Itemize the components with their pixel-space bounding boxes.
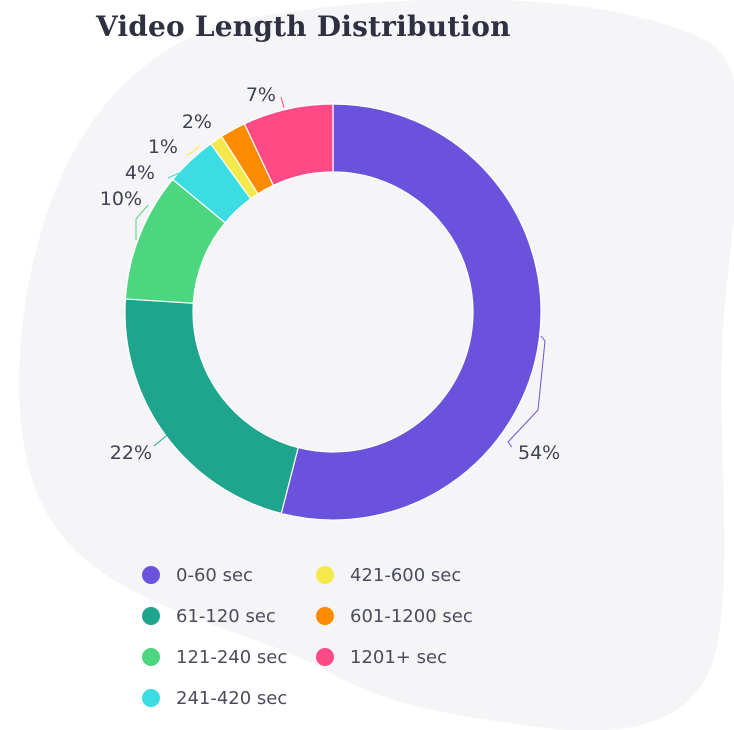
legend-swatch-61-120-sec (142, 607, 160, 625)
data-label-601-1200-sec: 2% (182, 111, 212, 133)
leader-line-0-60-sec (507, 335, 546, 448)
legend-label-61-120-sec: 61-120 sec (176, 605, 276, 627)
data-label-121-240-sec: 10% (100, 188, 142, 210)
legend-swatch-241-420-sec (142, 689, 160, 707)
legend-swatch-1201-plus-sec (316, 648, 334, 666)
data-label-421-600-sec: 1% (148, 136, 178, 158)
legend-label-0-60-sec: 0-60 sec (176, 564, 253, 586)
legend-swatch-121-240-sec (142, 648, 160, 666)
leader-line-1201-plus-sec (280, 96, 285, 109)
legend-swatch-0-60-sec (142, 566, 160, 584)
data-label-0-60-sec: 54% (518, 442, 560, 464)
legend-label-121-240-sec: 121-240 sec (176, 646, 288, 668)
slice-0-60-sec[interactable] (280, 103, 542, 521)
slice-61-120-sec[interactable] (124, 298, 299, 515)
leader-line-241-420-sec (167, 172, 180, 179)
legend-item-601-1200-sec[interactable]: 601-1200 sec (316, 602, 506, 630)
data-label-1201-plus-sec: 7% (246, 84, 276, 106)
legend-label-601-1200-sec: 601-1200 sec (350, 605, 473, 627)
legend-item-1201-plus-sec[interactable]: 1201+ sec (316, 643, 506, 671)
legend-item-61-120-sec[interactable]: 61-120 sec (142, 602, 316, 630)
leader-line-61-120-sec (153, 431, 172, 447)
legend-item-121-240-sec[interactable]: 121-240 sec (142, 643, 316, 671)
chart-title: Video Length Distribution (96, 10, 511, 43)
donut-chart: 54% 22% 10% 4% 1%2% 7% (100, 84, 560, 521)
legend-label-421-600-sec: 421-600 sec (350, 564, 462, 586)
legend-label-241-420-sec: 241-420 sec (176, 687, 288, 709)
legend-item-0-60-sec[interactable]: 0-60 sec (142, 561, 316, 589)
legend-item-241-420-sec[interactable]: 241-420 sec (142, 684, 316, 712)
leader-line-121-240-sec (135, 204, 149, 240)
data-label-241-420-sec: 4% (125, 162, 155, 184)
data-label-61-120-sec: 22% (110, 442, 152, 464)
legend-swatch-421-600-sec (316, 566, 334, 584)
leader-line-421-600-sec (185, 144, 201, 156)
slice-1201-plus-sec[interactable] (243, 103, 334, 187)
legend-item-421-600-sec[interactable]: 421-600 sec (316, 561, 506, 589)
leader-line-601-1200-sec (239, 127, 250, 137)
legend-label-1201-plus-sec: 1201+ sec (350, 646, 447, 668)
chart-legend: 0-60 sec 61-120 sec 121-240 sec 241-420 sec… (142, 561, 522, 725)
legend-swatch-601-1200-sec (316, 607, 334, 625)
